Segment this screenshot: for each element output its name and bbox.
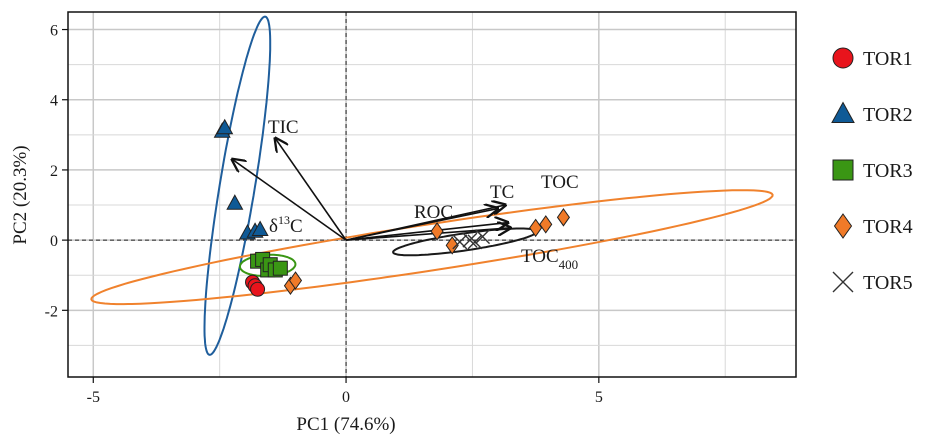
point-tor2 bbox=[226, 194, 244, 210]
y-tick-label: 0 bbox=[50, 233, 58, 250]
point-tor4 bbox=[529, 218, 543, 238]
x-tick-label: 5 bbox=[595, 389, 603, 406]
point-tor5 bbox=[467, 234, 483, 250]
point-tor1 bbox=[250, 281, 266, 297]
legend-marker-square bbox=[832, 159, 854, 181]
ellipse-tor4 bbox=[90, 189, 774, 306]
axis-ticks: -5 0 5 -2 0 2 4 6 bbox=[45, 23, 603, 406]
confidence-ellipses bbox=[90, 15, 774, 356]
loading-vectors bbox=[232, 138, 510, 241]
loading-label-roc: ROC bbox=[414, 202, 453, 223]
point-tor5 bbox=[475, 229, 491, 245]
loading-arrow bbox=[232, 159, 347, 241]
ellipse-tor2 bbox=[203, 15, 272, 356]
legend-marker-diamond bbox=[833, 213, 853, 239]
legend-item-tor3: TOR3 bbox=[832, 159, 913, 182]
point-tor4 bbox=[445, 236, 459, 255]
loading-arrow bbox=[345, 223, 508, 241]
zero-lines bbox=[68, 12, 796, 377]
point-tor4 bbox=[556, 208, 571, 227]
x-axis-title: PC1 (74.6%) bbox=[296, 414, 395, 435]
legend-label: TOR4 bbox=[863, 216, 913, 238]
legend-marker-circle bbox=[832, 47, 854, 69]
y-tick-label: 6 bbox=[50, 23, 58, 40]
y-tick-label: 4 bbox=[50, 93, 58, 110]
loading-label-d13c: δ13C bbox=[269, 213, 303, 237]
legend-label: TOR3 bbox=[863, 160, 913, 182]
legend-item-tor4: TOR4 bbox=[833, 213, 913, 239]
point-tor2 bbox=[216, 118, 234, 135]
y-tick-label: -2 bbox=[45, 303, 58, 320]
point-tor5 bbox=[462, 232, 478, 248]
loading-labels: TIC δ13C ROC TC TOC TOC400 bbox=[268, 117, 579, 272]
point-tor4 bbox=[288, 271, 303, 290]
x-tick-label: 0 bbox=[342, 389, 350, 406]
loading-label-tc: TC bbox=[490, 182, 514, 203]
point-tor2 bbox=[251, 220, 269, 237]
legend-item-tor2: TOR2 bbox=[831, 101, 913, 126]
loading-label-toc400: TOC400 bbox=[521, 246, 578, 272]
grid-lines bbox=[68, 12, 796, 377]
loading-label-toc: TOC bbox=[541, 172, 579, 193]
legend-marker-triangle bbox=[831, 101, 855, 123]
legend-item-tor1: TOR1 bbox=[832, 47, 913, 70]
legend-label: TOR2 bbox=[863, 104, 913, 126]
y-axis-title: PC2 (20.3%) bbox=[10, 145, 31, 244]
x-tick-label: -5 bbox=[87, 389, 100, 406]
legend-label: TOR5 bbox=[863, 272, 913, 294]
legend-marker-cross bbox=[832, 271, 854, 293]
y-tick-label: 2 bbox=[50, 163, 58, 180]
legend-item-tor5: TOR5 bbox=[832, 271, 913, 294]
legend-label: TOR1 bbox=[863, 48, 913, 70]
loading-label-tic: TIC bbox=[268, 117, 299, 138]
loading-arrow bbox=[345, 205, 505, 241]
point-tor4 bbox=[539, 215, 553, 234]
point-tor3 bbox=[272, 260, 288, 276]
legend: TOR1 TOR2 TOR3 TOR4 TOR5 bbox=[831, 47, 913, 294]
plot-frame bbox=[67, 11, 797, 378]
loading-arrow bbox=[275, 138, 347, 241]
loading-arrow bbox=[345, 228, 510, 241]
data-points bbox=[213, 118, 571, 297]
point-tor4 bbox=[430, 222, 444, 241]
